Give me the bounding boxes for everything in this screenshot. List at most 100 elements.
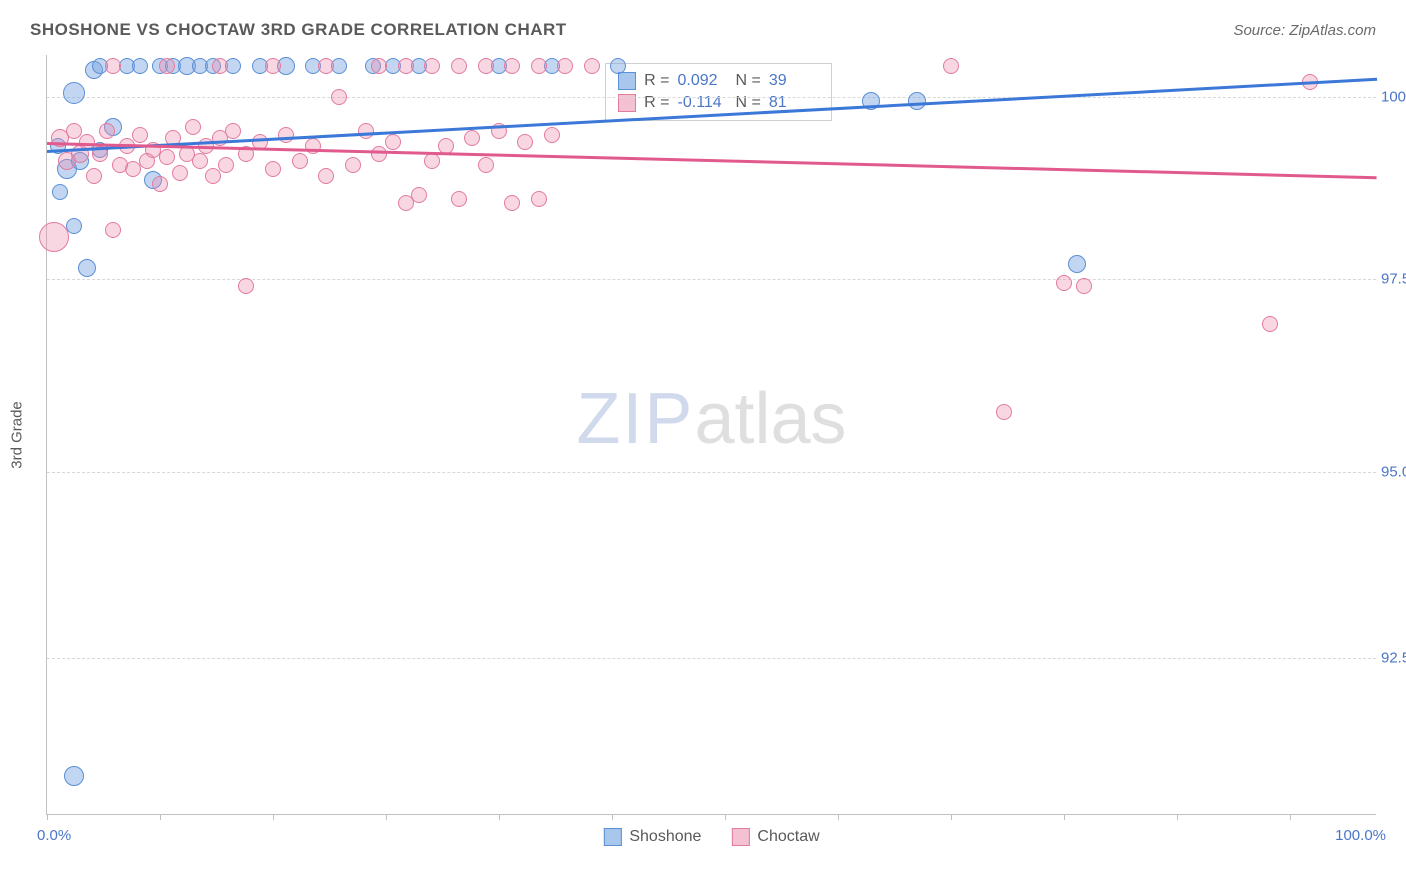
x-tick xyxy=(47,814,48,820)
x-tick xyxy=(725,814,726,820)
scatter-point xyxy=(531,191,547,207)
scatter-point xyxy=(105,222,121,238)
x-axis-min-label: 0.0% xyxy=(37,827,71,844)
scatter-point xyxy=(478,58,494,74)
x-tick xyxy=(499,814,500,820)
scatter-point xyxy=(398,58,414,74)
scatter-point xyxy=(78,259,96,277)
y-tick-label: 95.0% xyxy=(1381,464,1406,481)
series-legend: Shoshone Choctaw xyxy=(603,828,819,846)
scatter-point xyxy=(318,168,334,184)
legend-label: Shoshone xyxy=(629,828,701,846)
legend-item: Shoshone xyxy=(603,828,701,846)
legend-label: Choctaw xyxy=(757,828,819,846)
scatter-point xyxy=(218,157,234,173)
y-tick-label: 97.5% xyxy=(1381,270,1406,287)
scatter-point xyxy=(99,123,115,139)
scatter-point xyxy=(424,58,440,74)
scatter-point xyxy=(531,58,547,74)
scatter-point xyxy=(544,127,560,143)
grid-line xyxy=(47,472,1376,473)
scatter-point xyxy=(205,168,221,184)
scatter-point xyxy=(517,134,533,150)
n-value: 39 xyxy=(769,72,819,90)
scatter-point xyxy=(358,123,374,139)
scatter-point xyxy=(464,130,480,146)
chart-title: SHOSHONE VS CHOCTAW 3RD GRADE CORRELATIO… xyxy=(30,20,567,40)
scatter-point xyxy=(996,404,1012,420)
scatter-point xyxy=(1056,275,1072,291)
series-swatch xyxy=(603,828,621,846)
scatter-point xyxy=(172,165,188,181)
scatter-point xyxy=(1262,316,1278,332)
scatter-point xyxy=(63,82,85,104)
x-tick xyxy=(386,814,387,820)
y-tick-label: 92.5% xyxy=(1381,650,1406,667)
scatter-point xyxy=(943,58,959,74)
x-tick xyxy=(1064,814,1065,820)
chart-header: SHOSHONE VS CHOCTAW 3RD GRADE CORRELATIO… xyxy=(30,20,1376,40)
y-axis-label: 3rd Grade xyxy=(9,401,26,469)
legend-item: Choctaw xyxy=(731,828,819,846)
scatter-point xyxy=(908,92,926,110)
n-label: N = xyxy=(736,72,761,90)
x-tick xyxy=(1290,814,1291,820)
scatter-point xyxy=(610,58,626,74)
r-label: R = xyxy=(644,72,669,90)
r-value: 0.092 xyxy=(678,72,728,90)
x-tick xyxy=(1177,814,1178,820)
scatter-point xyxy=(411,187,427,203)
scatter-point xyxy=(305,138,321,154)
scatter-point xyxy=(185,119,201,135)
scatter-point xyxy=(1068,255,1086,273)
stats-legend-box: R =0.092N =39R =-0.114N =81 xyxy=(605,63,832,121)
x-tick xyxy=(160,814,161,820)
scatter-point xyxy=(371,58,387,74)
scatter-point xyxy=(451,58,467,74)
chart-source: Source: ZipAtlas.com xyxy=(1233,22,1376,39)
scatter-point xyxy=(385,134,401,150)
y-tick-label: 100.0% xyxy=(1381,88,1406,105)
scatter-point xyxy=(265,58,281,74)
scatter-point xyxy=(66,123,82,139)
scatter-point xyxy=(345,157,361,173)
scatter-point xyxy=(159,58,175,74)
scatter-point xyxy=(265,161,281,177)
scatter-point xyxy=(371,146,387,162)
x-axis-max-label: 100.0% xyxy=(1335,827,1386,844)
scatter-point xyxy=(225,123,241,139)
watermark-part1: ZIP xyxy=(576,379,694,459)
scatter-point xyxy=(318,58,334,74)
scatter-point xyxy=(504,58,520,74)
scatter-point xyxy=(192,153,208,169)
series-swatch xyxy=(618,72,636,90)
scatter-point xyxy=(504,195,520,211)
scatter-point xyxy=(132,58,148,74)
scatter-point xyxy=(159,149,175,165)
watermark-part2: atlas xyxy=(694,379,846,459)
scatter-point xyxy=(331,89,347,105)
scatter-point xyxy=(66,218,82,234)
scatter-point xyxy=(584,58,600,74)
scatter-point xyxy=(292,153,308,169)
scatter-point xyxy=(1076,278,1092,294)
scatter-point xyxy=(212,58,228,74)
scatter-point xyxy=(451,191,467,207)
watermark: ZIPatlas xyxy=(576,378,846,460)
x-tick xyxy=(612,814,613,820)
scatter-point xyxy=(478,157,494,173)
x-tick xyxy=(838,814,839,820)
scatter-point xyxy=(86,168,102,184)
scatter-point xyxy=(132,127,148,143)
scatter-point xyxy=(278,127,294,143)
grid-line xyxy=(47,97,1376,98)
scatter-point xyxy=(238,278,254,294)
chart-plot-area: 3rd Grade ZIPatlas 0.0% 100.0% R =0.092N… xyxy=(46,55,1376,815)
x-tick xyxy=(951,814,952,820)
scatter-point xyxy=(424,153,440,169)
series-swatch xyxy=(731,828,749,846)
grid-line xyxy=(47,658,1376,659)
scatter-point xyxy=(152,176,168,192)
x-tick xyxy=(273,814,274,820)
scatter-point xyxy=(39,222,69,252)
